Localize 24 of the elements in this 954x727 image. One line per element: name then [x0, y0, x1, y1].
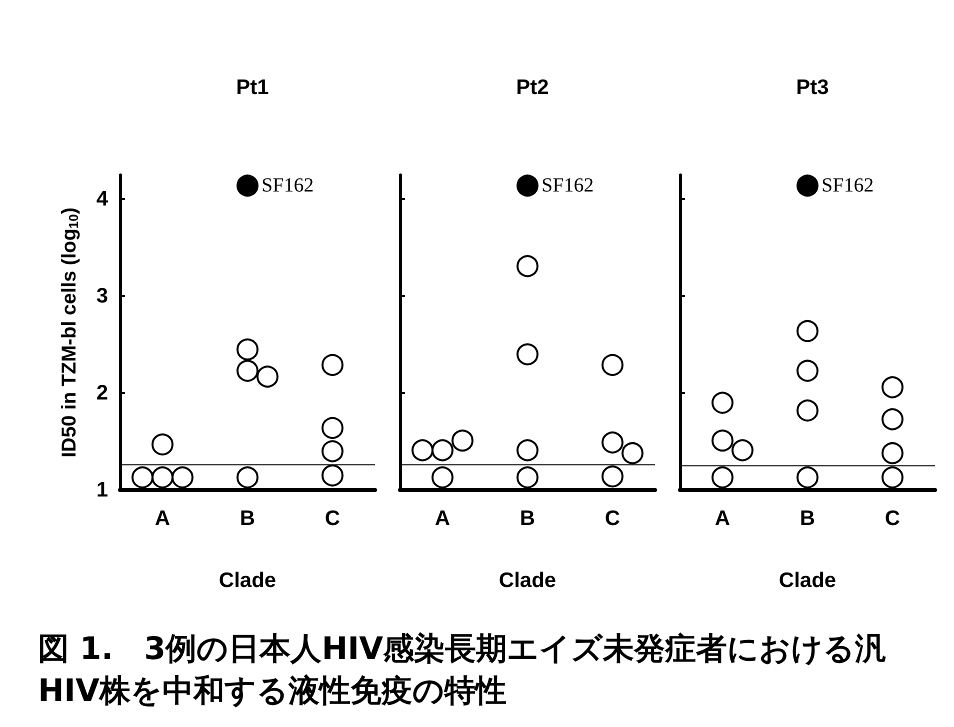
- y-tick-label: 4: [96, 188, 108, 211]
- chart-title: Pt1: [236, 76, 270, 99]
- chart-title: Pt2: [516, 76, 549, 99]
- x-tick-label: B: [520, 507, 536, 530]
- series-label: SF162: [542, 174, 594, 197]
- x-axis-title: Clade: [498, 569, 556, 592]
- series-label: SF162: [822, 174, 874, 197]
- chart-title: Pt3: [796, 76, 829, 99]
- series-label: SF162: [262, 174, 314, 197]
- x-tick-label: C: [324, 507, 340, 530]
- y-tick-label: 3: [96, 284, 108, 308]
- y-tick-label: 2: [96, 382, 108, 405]
- x-tick-label: A: [154, 507, 170, 530]
- x-tick-label: A: [714, 507, 730, 530]
- x-axis-title: Clade: [218, 569, 276, 592]
- x-tick-label: B: [240, 507, 256, 530]
- x-tick-label: C: [884, 507, 900, 530]
- x-tick-label: C: [604, 507, 620, 530]
- y-tick-label: 1: [96, 478, 108, 502]
- caption: 図 1. 3例の日本人HIV感染長期エイズ未発症者における汎HIV株を中和する液性免疫の特性: [38, 630, 888, 711]
- x-tick-label: B: [800, 507, 816, 530]
- x-tick-label: A: [434, 507, 450, 530]
- x-axis-title: Clade: [778, 569, 836, 592]
- y-axis-title: ID50 in TZM-bl cells (log10): [58, 207, 81, 458]
